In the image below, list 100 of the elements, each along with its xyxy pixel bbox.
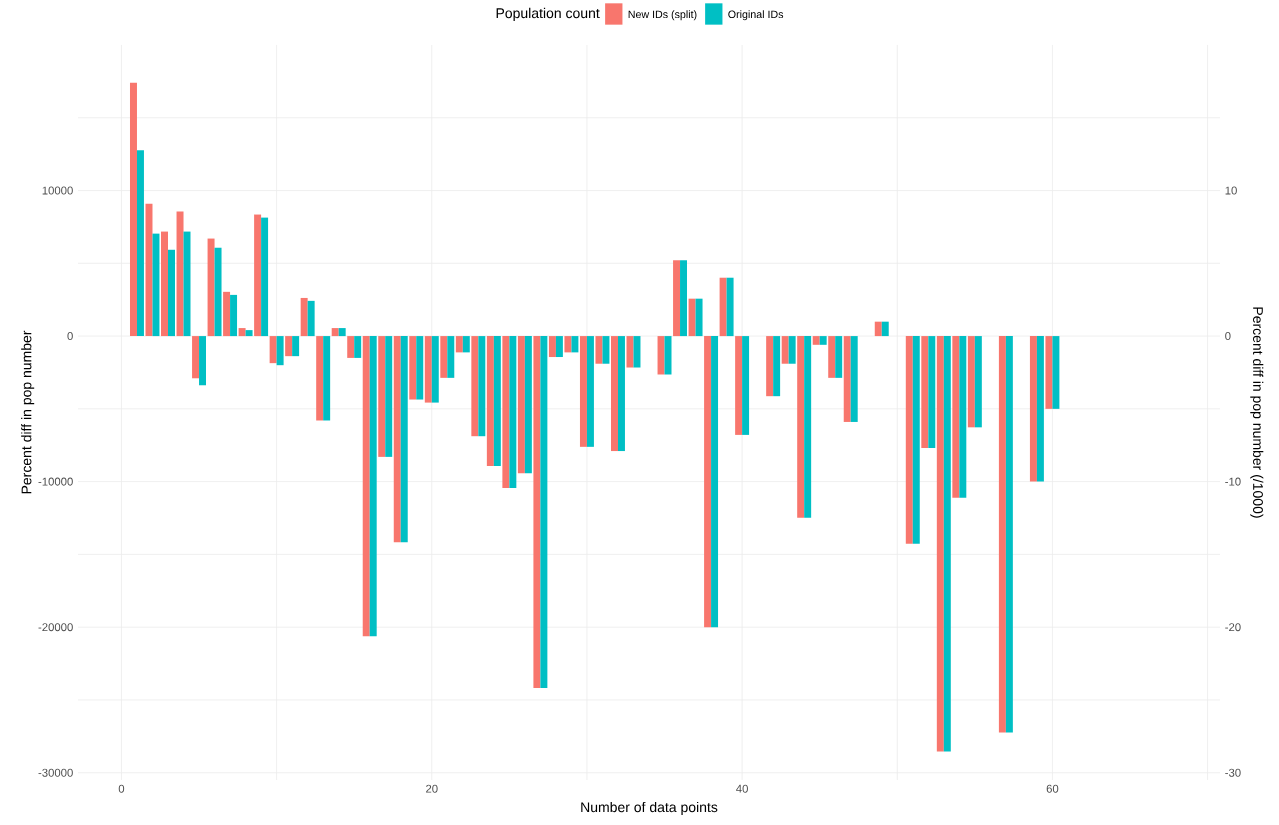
bar (843, 336, 851, 422)
y-tick-label: -30000 (38, 768, 73, 777)
bar (292, 336, 300, 357)
legend-label: New IDs (split) (628, 10, 697, 21)
bar (828, 336, 836, 378)
bar (1029, 336, 1037, 482)
bar (711, 336, 719, 628)
bar (161, 231, 169, 337)
bar (664, 336, 672, 375)
bar (424, 336, 432, 403)
bar (673, 260, 681, 337)
bar (936, 336, 944, 752)
y2-tick-label: 0 (1225, 332, 1231, 341)
y2-tick-label: -10 (1225, 477, 1241, 486)
bar (323, 336, 331, 421)
bar (967, 336, 975, 428)
bar (238, 328, 246, 337)
bar (602, 336, 610, 364)
bar (447, 336, 455, 378)
bar (812, 336, 820, 345)
bar (192, 336, 200, 379)
bar (409, 336, 417, 400)
bar (974, 336, 982, 428)
bar (300, 297, 308, 337)
y2-tick-label: -30 (1225, 768, 1241, 777)
bar (369, 336, 377, 637)
bar (912, 336, 920, 544)
bar (952, 336, 960, 498)
bar (393, 336, 401, 543)
bar (478, 336, 486, 437)
bar (735, 336, 743, 435)
bar (781, 336, 789, 364)
bar (362, 336, 370, 637)
bar (230, 294, 238, 337)
y2-tick-label: -20 (1225, 623, 1241, 632)
bar (788, 336, 796, 364)
x-axis-title: Number of data points (581, 801, 718, 815)
bar (680, 260, 688, 337)
y-tick-label: 10000 (42, 186, 73, 195)
bar (579, 336, 587, 447)
bar (214, 247, 222, 337)
bar (1005, 336, 1013, 733)
y-tick-label: -10000 (38, 477, 73, 486)
y-tick-label: 0 (67, 332, 73, 341)
bar (347, 336, 355, 358)
bar (943, 336, 951, 752)
bar (431, 336, 439, 403)
bar (338, 328, 346, 337)
bar (688, 298, 696, 337)
bar (555, 336, 563, 358)
bar (835, 336, 843, 378)
bar (773, 336, 781, 397)
bar (564, 336, 572, 353)
bar (548, 336, 556, 358)
bar (455, 336, 463, 353)
bar (905, 336, 913, 544)
bar (245, 330, 253, 337)
bar (586, 336, 594, 447)
bar (276, 336, 284, 366)
bar (254, 214, 262, 337)
bar (766, 336, 774, 397)
bar (797, 336, 805, 518)
bar (881, 321, 889, 337)
bar (354, 336, 362, 358)
bar (493, 336, 501, 466)
y-tick-label: -20000 (38, 623, 73, 632)
bar (129, 82, 137, 337)
bar (742, 336, 750, 435)
y-axis-title: Percent diff in pop number (21, 330, 35, 494)
bar (440, 336, 448, 378)
bar (269, 336, 277, 364)
bar (998, 336, 1006, 733)
bar (462, 336, 470, 353)
bar (471, 336, 479, 437)
bar (416, 336, 424, 400)
bar (704, 336, 712, 628)
bar (540, 336, 548, 688)
bar (509, 336, 517, 489)
bar (223, 291, 231, 337)
bar (819, 336, 827, 345)
bar (874, 321, 882, 337)
bar (921, 336, 929, 448)
bar (719, 277, 727, 337)
bar (400, 336, 408, 543)
x-tick-label: 60 (1046, 784, 1059, 793)
bar (617, 336, 625, 452)
legend-title: Population count (496, 7, 600, 21)
bar (571, 336, 579, 353)
bar (1052, 336, 1060, 409)
x-tick-label: 20 (426, 784, 438, 793)
bar (168, 249, 175, 337)
bar (199, 336, 207, 386)
bar (378, 336, 386, 457)
bar (695, 298, 703, 337)
bar (657, 336, 665, 375)
bar (152, 233, 160, 337)
bar (726, 277, 734, 337)
bar (1045, 336, 1053, 409)
y2-tick-label: 10 (1225, 186, 1237, 195)
bar (633, 336, 641, 368)
